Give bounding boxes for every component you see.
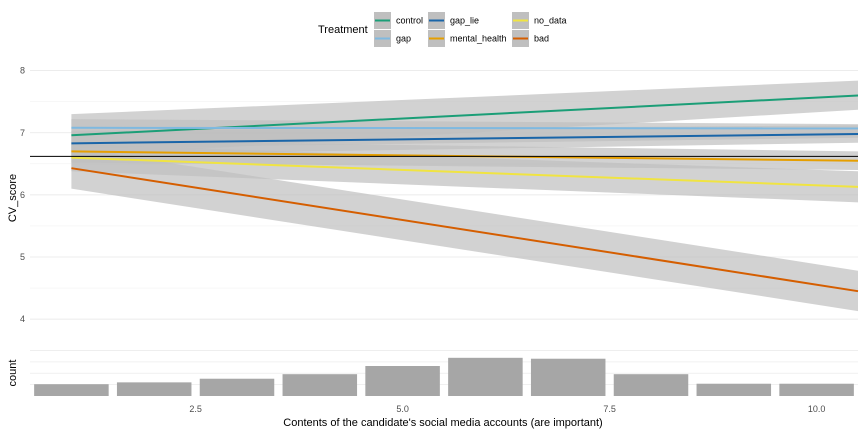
y-tick-labels: 4 5 6 7 8 [20, 66, 25, 325]
legend: Treatment control gap gap_lie mental_health… [318, 12, 567, 47]
count-bar [365, 366, 440, 396]
x-axis-title: Contents of the candidate's social media… [283, 417, 602, 429]
line-gap_lie [71, 133, 859, 145]
line-gap [71, 126, 859, 130]
legend-label-bad: bad [534, 34, 549, 44]
line-no_data [71, 156, 859, 188]
y-axis-title: CV_score [7, 174, 19, 222]
y-tick-label: 4 [20, 314, 25, 324]
count-bar [116, 382, 192, 396]
y-tick-label: 8 [20, 66, 25, 76]
count-bar [696, 383, 772, 396]
legend-label-gap: gap [396, 34, 411, 44]
count-bar [282, 374, 358, 396]
x-tick-label: 5.0 [396, 404, 409, 414]
y-tick-label: 7 [20, 128, 25, 138]
line-bad [71, 167, 859, 293]
legend-label-control: control [396, 16, 423, 26]
series-lines [71, 94, 859, 293]
legend-title: Treatment [318, 24, 368, 36]
count-bar [779, 383, 854, 396]
x-tick-labels: 2.5 5.0 7.5 10.0 [189, 404, 825, 414]
count-bar [34, 384, 109, 396]
y-tick-label: 5 [20, 252, 25, 262]
count-axis-title: count [7, 360, 19, 387]
count-bar [530, 358, 606, 396]
legend-label-no_data: no_data [534, 16, 567, 26]
x-tick-label: 2.5 [189, 404, 202, 414]
count-bar [613, 374, 689, 396]
count-bar [448, 357, 523, 396]
count-bar [199, 378, 275, 396]
bar-panel-grid [30, 350, 858, 386]
count-bars [34, 357, 854, 396]
x-tick-label: 7.5 [603, 404, 616, 414]
legend-label-mental_health: mental_health [450, 34, 507, 44]
legend-label-gap_lie: gap_lie [450, 16, 479, 26]
y-tick-label: 6 [20, 190, 25, 200]
x-tick-label: 10.0 [808, 404, 826, 414]
